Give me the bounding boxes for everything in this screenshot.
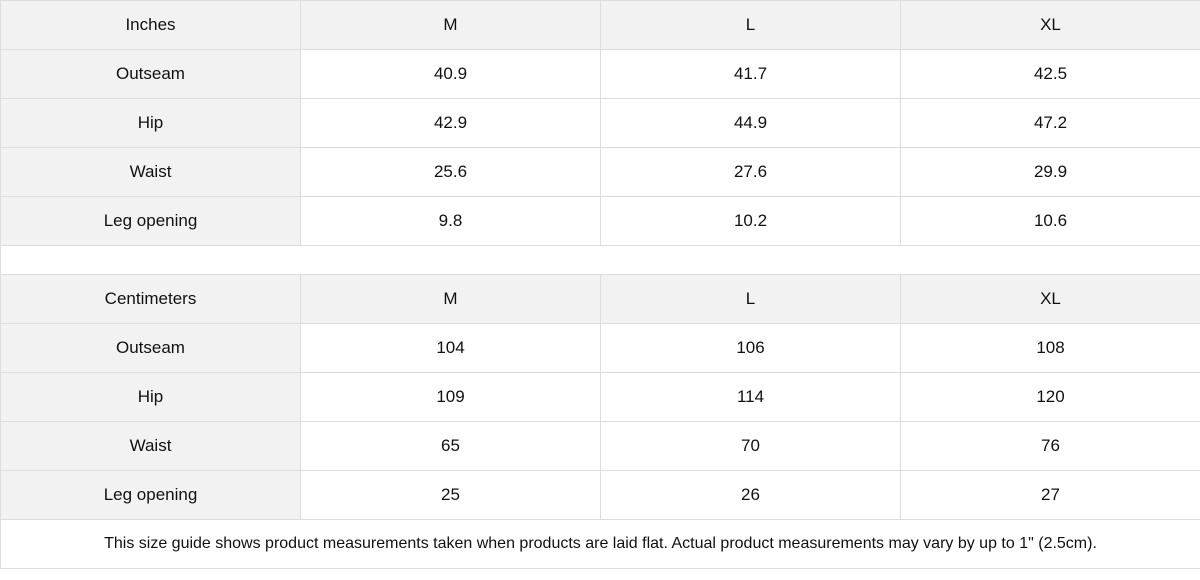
table-row: Waist 25.6 27.6 29.9 <box>0 147 1200 197</box>
measurement-label: Waist <box>0 421 301 471</box>
measurement-label: Leg opening <box>0 196 301 246</box>
table-header-row: Inches M L XL <box>0 0 1200 50</box>
table-row: Leg opening 9.8 10.2 10.6 <box>0 196 1200 246</box>
measurement-value: 108 <box>900 323 1200 373</box>
measurement-value: 42.9 <box>300 98 601 148</box>
measurement-value: 29.9 <box>900 147 1200 197</box>
unit-header: Centimeters <box>0 274 301 324</box>
spacer-cell <box>0 245 1200 275</box>
unit-header: Inches <box>0 0 301 50</box>
measurement-value: 114 <box>600 372 901 422</box>
measurement-value: 9.8 <box>300 196 601 246</box>
measurement-label: Outseam <box>0 49 301 99</box>
measurement-value: 65 <box>300 421 601 471</box>
measurement-value: 26 <box>600 470 901 520</box>
measurement-value: 25 <box>300 470 601 520</box>
size-header: L <box>600 274 901 324</box>
table-spacer <box>0 245 1200 275</box>
measurement-value: 106 <box>600 323 901 373</box>
measurement-label: Leg opening <box>0 470 301 520</box>
measurement-label: Hip <box>0 98 301 148</box>
table-row: Hip 42.9 44.9 47.2 <box>0 98 1200 148</box>
size-header: L <box>600 0 901 50</box>
size-header: XL <box>900 274 1200 324</box>
measurement-value: 44.9 <box>600 98 901 148</box>
measurement-value: 27 <box>900 470 1200 520</box>
measurement-value: 76 <box>900 421 1200 471</box>
size-header: XL <box>900 0 1200 50</box>
measurement-value: 47.2 <box>900 98 1200 148</box>
table-row: Outseam 104 106 108 <box>0 323 1200 373</box>
measurement-value: 25.6 <box>300 147 601 197</box>
measurement-label: Outseam <box>0 323 301 373</box>
measurement-value: 42.5 <box>900 49 1200 99</box>
measurement-value: 109 <box>300 372 601 422</box>
measurement-value: 41.7 <box>600 49 901 99</box>
size-guide-note: This size guide shows product measuremen… <box>0 519 1200 569</box>
measurement-value: 104 <box>300 323 601 373</box>
table-header-row: Centimeters M L XL <box>0 274 1200 324</box>
table-row: Outseam 40.9 41.7 42.5 <box>0 49 1200 99</box>
measurement-value: 10.6 <box>900 196 1200 246</box>
table-row: Leg opening 25 26 27 <box>0 470 1200 520</box>
footnote-row: This size guide shows product measuremen… <box>0 519 1200 569</box>
measurement-label: Waist <box>0 147 301 197</box>
measurement-value: 27.6 <box>600 147 901 197</box>
measurement-value: 120 <box>900 372 1200 422</box>
table-row: Hip 109 114 120 <box>0 372 1200 422</box>
measurement-value: 40.9 <box>300 49 601 99</box>
measurement-value: 10.2 <box>600 196 901 246</box>
table-row: Waist 65 70 76 <box>0 421 1200 471</box>
measurement-value: 70 <box>600 421 901 471</box>
size-header: M <box>300 274 601 324</box>
measurement-label: Hip <box>0 372 301 422</box>
size-header: M <box>300 0 601 50</box>
